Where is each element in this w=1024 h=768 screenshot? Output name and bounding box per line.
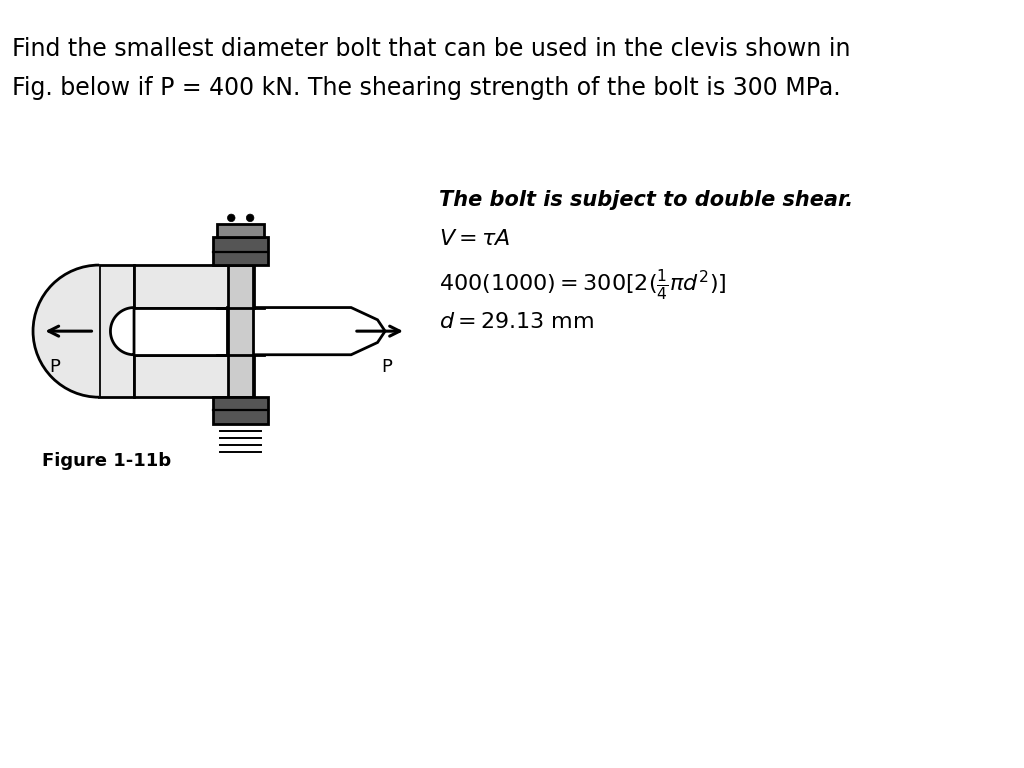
Text: $400(1000) = 300[2(\frac{1}{4}\pi d^2)]$: $400(1000) = 300[2(\frac{1}{4}\pi d^2)]$ — [439, 267, 726, 302]
Polygon shape — [111, 307, 134, 355]
Text: The bolt is subject to double shear.: The bolt is subject to double shear. — [439, 190, 853, 210]
Circle shape — [247, 214, 254, 222]
Polygon shape — [33, 265, 99, 397]
Bar — [213, 237, 268, 265]
Bar — [228, 265, 253, 397]
Bar — [217, 223, 264, 237]
Text: $d = 29.13\ \mathrm{mm}$: $d = 29.13\ \mathrm{mm}$ — [439, 313, 594, 333]
Text: P: P — [382, 358, 392, 376]
Text: Find the smallest diameter bolt that can be used in the clevis shown in: Find the smallest diameter bolt that can… — [12, 37, 851, 61]
Polygon shape — [134, 265, 254, 307]
Polygon shape — [134, 355, 254, 397]
Polygon shape — [99, 265, 134, 397]
Bar — [213, 397, 268, 424]
Polygon shape — [134, 307, 254, 355]
Circle shape — [227, 214, 236, 222]
Text: P: P — [49, 358, 60, 376]
Polygon shape — [227, 307, 385, 355]
Text: Figure 1-11b: Figure 1-11b — [42, 452, 172, 470]
Text: Fig. below if P = 400 kN. The shearing strength of the bolt is 300 MPa.: Fig. below if P = 400 kN. The shearing s… — [12, 76, 841, 101]
Text: $V = \tau A$: $V = \tau A$ — [439, 229, 511, 249]
